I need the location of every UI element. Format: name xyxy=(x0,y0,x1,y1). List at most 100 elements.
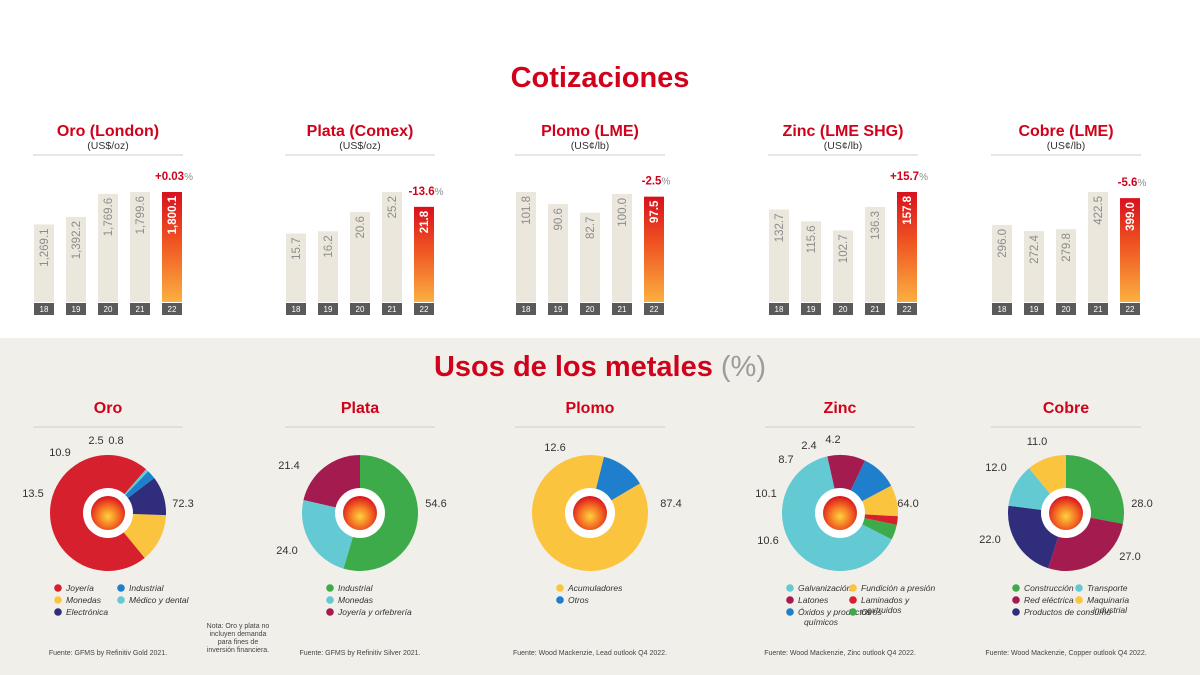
bar-value-label: 115.6 xyxy=(806,225,818,253)
bar xyxy=(1056,229,1076,302)
legend-label: Electrónica xyxy=(66,607,108,617)
bar-value-label: 279.8 xyxy=(1061,233,1073,262)
x-tick-label: 22 xyxy=(168,305,177,314)
donut-center xyxy=(1049,496,1083,530)
pie-value-label: 2.4 xyxy=(801,440,816,452)
bar-value-label: 399.0 xyxy=(1125,202,1137,231)
x-tick-label: 22 xyxy=(903,305,912,314)
change-label: -13.6% xyxy=(408,186,443,198)
legend-swatch xyxy=(849,596,857,604)
x-tick-bg xyxy=(130,303,150,315)
x-tick-label: 21 xyxy=(388,305,397,314)
bar-value-label: 15.7 xyxy=(291,237,303,259)
bar xyxy=(130,192,150,302)
donut-center xyxy=(823,496,857,530)
change-unit: % xyxy=(661,177,670,188)
legend-swatch xyxy=(117,596,125,604)
x-tick-bg xyxy=(769,303,789,315)
legend-label-line: Monedas xyxy=(338,595,374,605)
legend-label: Galvanización xyxy=(798,583,852,593)
bar-value-label: 132.7 xyxy=(774,213,786,242)
x-tick-bg xyxy=(414,303,434,315)
legend-swatch xyxy=(1012,584,1020,592)
legend-label-line: Joyería xyxy=(65,583,94,593)
source-note: Fuente: GFMS by Refinitiv Silver 2021. xyxy=(300,650,421,657)
bar-value-label: 101.8 xyxy=(521,196,533,225)
pie-value-label: 8.7 xyxy=(778,454,793,466)
x-tick-label: 18 xyxy=(775,305,784,314)
x-tick-bg xyxy=(1056,303,1076,315)
legend-swatch xyxy=(54,608,62,616)
bar-value-label: 157.8 xyxy=(902,195,914,224)
x-tick-bg xyxy=(1024,303,1044,315)
bar xyxy=(350,212,370,302)
bar-chart-title: Zinc (LME SHG) xyxy=(783,123,904,140)
x-tick-label: 20 xyxy=(356,305,365,314)
x-tick-bg xyxy=(833,303,853,315)
pie-value-label: 28.0 xyxy=(1131,498,1152,510)
bar xyxy=(769,209,789,302)
pie-value-label: 21.4 xyxy=(278,460,299,472)
footnote-line: para fines de xyxy=(218,639,259,646)
pie-value-label: 27.0 xyxy=(1119,551,1140,563)
x-tick-bg xyxy=(865,303,885,315)
legend-label: Maquinaria industrial xyxy=(1087,595,1129,615)
x-tick-bg xyxy=(1120,303,1140,315)
pie-chart-title: Zinc xyxy=(824,400,857,417)
bar xyxy=(98,193,118,302)
bar-value-label: 1,800.1 xyxy=(167,195,179,234)
x-tick-label: 20 xyxy=(586,305,595,314)
legend-label-line: Maquinaria xyxy=(1087,595,1129,605)
bar xyxy=(833,230,853,302)
change-unit: % xyxy=(1137,178,1146,189)
legend-swatch xyxy=(1012,608,1020,616)
x-tick-label: 18 xyxy=(292,305,301,314)
pie-value-label: 4.2 xyxy=(825,434,840,446)
x-tick-bg xyxy=(580,303,600,315)
legend-label-line: Óxidos y productos xyxy=(798,607,872,617)
footnote-line: inversión financiera. xyxy=(207,647,269,654)
bar-value-label: 21.8 xyxy=(419,210,431,233)
bar xyxy=(1120,198,1140,302)
x-tick-bg xyxy=(801,303,821,315)
pie-chart-title: Oro xyxy=(94,400,123,417)
legend-label-line: Latones xyxy=(798,595,829,605)
pie-value-label: 0.8 xyxy=(108,435,123,447)
usos-title: Usos de los metales (%) xyxy=(0,351,1200,384)
pie-value-label: 10.1 xyxy=(755,488,776,500)
legend-label-line: Monedas xyxy=(66,595,102,605)
legend-swatch xyxy=(849,584,857,592)
legend-label: Otros xyxy=(568,595,590,605)
legend-label-line: Otros xyxy=(568,595,590,605)
legend-label-line: Médico y dental xyxy=(129,595,190,605)
legend-swatch xyxy=(849,608,857,616)
bar-value-label: 136.3 xyxy=(870,211,882,240)
legend-swatch xyxy=(117,584,125,592)
x-tick-label: 18 xyxy=(522,305,531,314)
x-tick-bg xyxy=(548,303,568,315)
bar xyxy=(612,193,632,302)
change-label: +0.03% xyxy=(155,171,193,183)
legend-label-line: Acumuladores xyxy=(567,583,623,593)
x-tick-label: 18 xyxy=(998,305,1007,314)
legend-label: Transporte xyxy=(1087,583,1128,593)
bar xyxy=(286,233,306,302)
legend-label: Otros xyxy=(861,607,883,617)
bar-chart-unit: (US¢/lb) xyxy=(571,140,610,152)
bar xyxy=(34,224,54,302)
bar xyxy=(414,206,434,302)
pie-value-label: 87.4 xyxy=(660,498,681,510)
change-unit: % xyxy=(184,172,193,183)
legend-label-line: Otros xyxy=(861,607,883,617)
change-label: -5.6% xyxy=(1118,177,1147,189)
pie-value-label: 11.0 xyxy=(1027,436,1048,448)
bar xyxy=(801,221,821,302)
x-tick-label: 22 xyxy=(420,305,429,314)
x-tick-bg xyxy=(382,303,402,315)
legend-label-line: Industrial xyxy=(129,583,165,593)
bar-value-label: 1,769.6 xyxy=(103,198,115,236)
change-unit: % xyxy=(919,172,928,183)
legend-label: Joyería y orfebrería xyxy=(337,607,412,617)
usos-title-unit: (%) xyxy=(720,351,766,383)
